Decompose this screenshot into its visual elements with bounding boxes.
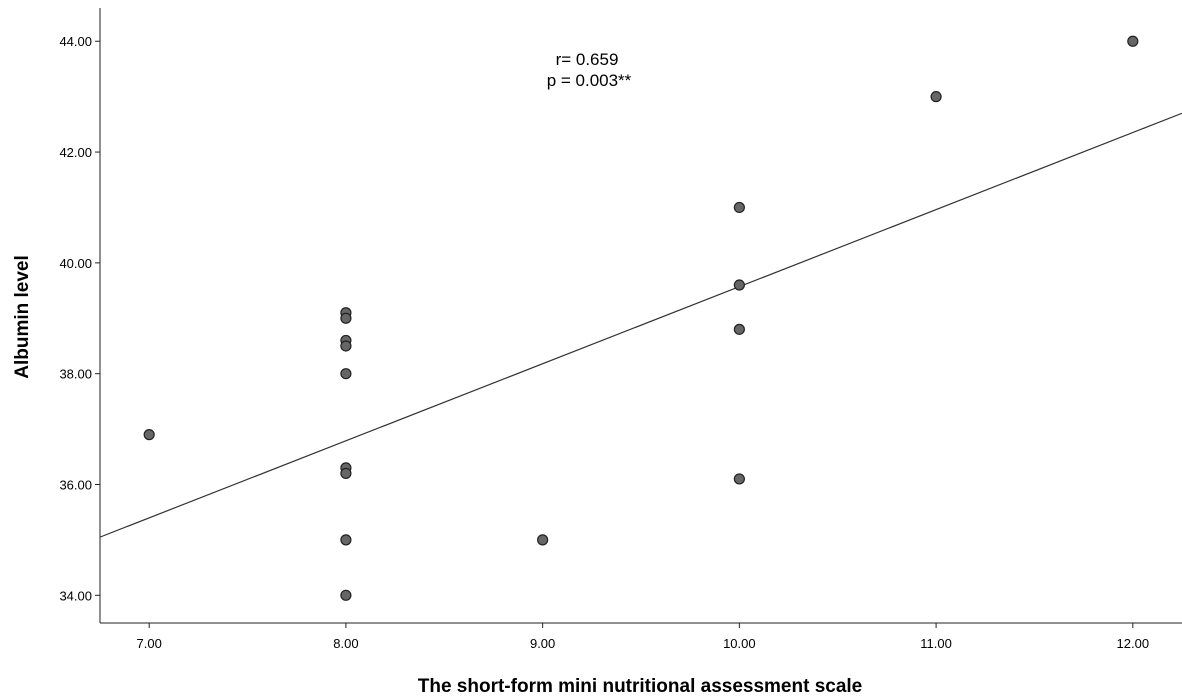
regression-line-group bbox=[99, 112, 1182, 538]
x-tick-label: 11.00 bbox=[920, 636, 952, 651]
y-tick-label: 34.00 bbox=[59, 588, 92, 603]
data-point bbox=[537, 534, 549, 546]
x-tick-label: 10.00 bbox=[723, 636, 756, 651]
x-tick-label: 7.00 bbox=[137, 636, 162, 651]
data-point bbox=[733, 279, 745, 291]
y-tick-label: 40.00 bbox=[59, 256, 92, 271]
data-point bbox=[340, 340, 352, 352]
correlation-annotation: r= 0.659 bbox=[556, 50, 619, 69]
data-point bbox=[340, 589, 352, 601]
data-points bbox=[143, 35, 1139, 601]
data-point bbox=[143, 429, 155, 441]
x-tick-label: 8.00 bbox=[333, 636, 358, 651]
data-point bbox=[733, 323, 745, 335]
y-tick-label: 44.00 bbox=[59, 34, 92, 49]
y-axis: 34.00 36.00 38.00 40.00 42.00 44.00 bbox=[59, 8, 101, 623]
data-point bbox=[340, 368, 352, 380]
x-tick-label: 9.00 bbox=[530, 636, 555, 651]
y-axis-title: Albumin level bbox=[12, 255, 33, 379]
data-point bbox=[340, 467, 352, 480]
data-point bbox=[733, 473, 745, 485]
p-value-annotation: p = 0.003** bbox=[547, 71, 632, 90]
data-point bbox=[930, 91, 942, 103]
regression-line bbox=[99, 112, 1182, 538]
data-point bbox=[733, 201, 745, 214]
y-tick-label: 42.00 bbox=[59, 145, 92, 160]
y-tick-label: 38.00 bbox=[59, 367, 92, 382]
x-tick-label: 12.00 bbox=[1117, 636, 1150, 651]
x-axis: 7.00 8.00 9.00 10.00 11.00 12.00 bbox=[100, 622, 1182, 651]
y-tick-label: 36.00 bbox=[59, 477, 92, 492]
data-point bbox=[340, 534, 352, 546]
x-axis-title: The short-form mini nutritional assessme… bbox=[418, 676, 863, 697]
data-point bbox=[340, 312, 352, 324]
data-point bbox=[1127, 35, 1139, 47]
